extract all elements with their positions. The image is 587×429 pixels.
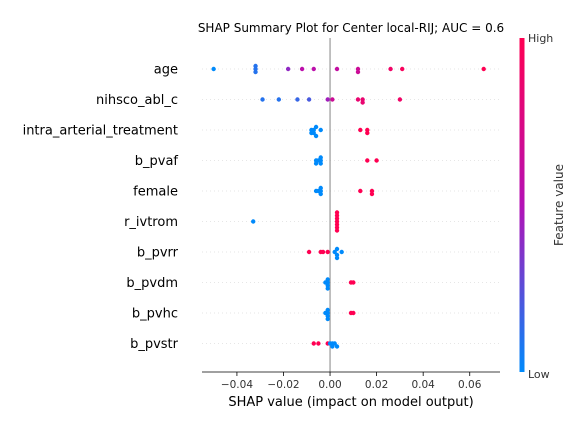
point-nihsco_abl_c-2 xyxy=(295,97,300,102)
point-b_pvdm-3 xyxy=(323,280,328,285)
x-tick-label-1: −0.02 xyxy=(267,379,299,391)
point-nihsco_abl_c-4 xyxy=(325,97,330,102)
point-age-9 xyxy=(355,69,361,75)
point-female-5 xyxy=(358,188,363,194)
feature-label-b_pvaf: b_pvaf xyxy=(135,154,179,169)
point-age-4 xyxy=(285,66,291,72)
point-b_pvstr-1 xyxy=(316,341,321,346)
point-b_pvhc-1 xyxy=(323,310,328,316)
point-b_pvrr-0 xyxy=(306,249,312,255)
x-tick-label-2: 0.00 xyxy=(318,379,341,391)
point-age-12 xyxy=(481,66,486,72)
point-b_pvhc-3 xyxy=(325,307,330,313)
point-intra_arterial_treatment-5 xyxy=(309,130,314,136)
point-nihsco_abl_c-5 xyxy=(330,97,335,102)
point-intra_arterial_treatment-4 xyxy=(318,127,323,133)
colorbar xyxy=(519,38,525,372)
point-nihsco_abl_c-9 xyxy=(397,97,403,102)
point-age-3 xyxy=(253,63,258,69)
point-age-7 xyxy=(334,66,340,72)
point-b_pvstr-7 xyxy=(330,344,335,349)
point-nihsco_abl_c-0 xyxy=(260,97,265,102)
point-age-10 xyxy=(388,66,393,72)
colorbar-low-label: Low xyxy=(528,368,550,381)
point-intra_arterial_treatment-6 xyxy=(313,133,319,139)
x-axis-label: SHAP value (impact on model output) xyxy=(228,395,473,410)
point-intra_arterial_treatment-3 xyxy=(313,124,319,130)
point-b_pvstr-6 xyxy=(334,344,340,349)
point-b_pvstr-0 xyxy=(311,341,316,346)
point-r_ivtrom-7 xyxy=(334,210,340,215)
x-tick-label-4: 0.04 xyxy=(411,379,435,391)
x-tick-label-3: 0.02 xyxy=(365,379,388,391)
point-b_pvrr-6 xyxy=(334,246,340,252)
point-b_pvhc-4 xyxy=(325,316,330,322)
point-age-2 xyxy=(253,69,258,75)
colorbar-high-label: High xyxy=(528,32,553,45)
point-b_pvaf-4 xyxy=(318,161,323,166)
feature-label-b_pvhc: b_pvhc xyxy=(132,307,178,322)
point-intra_arterial_treatment-7 xyxy=(358,127,363,133)
point-b_pvaf-3 xyxy=(313,161,319,166)
scatter-points xyxy=(211,63,486,349)
point-b_pvrr-2 xyxy=(320,249,326,255)
point-nihsco_abl_c-6 xyxy=(355,97,361,102)
point-intra_arterial_treatment-9 xyxy=(365,130,370,136)
feature-gridlines xyxy=(202,68,500,344)
point-female-3 xyxy=(318,191,323,197)
feature-label-b_pvstr: b_pvstr xyxy=(130,337,179,352)
point-female-2 xyxy=(313,188,319,194)
feature-label-age: age xyxy=(154,63,178,78)
feature-label-r_ivtrom: r_ivtrom xyxy=(124,215,178,230)
point-b_pvrr-7 xyxy=(334,255,340,261)
feature-label-b_pvdm: b_pvdm xyxy=(126,276,178,291)
x-ticks: −0.04 −0.02 0.00 0.02 0.04 0.06 xyxy=(221,372,482,391)
point-female-4 xyxy=(318,185,323,191)
point-age-5 xyxy=(299,66,305,72)
point-b_pvrr-8 xyxy=(339,249,344,255)
feature-label-nihsco_abl_c: nihsco_abl_c xyxy=(96,93,178,108)
point-age-6 xyxy=(311,66,316,72)
point-age-0 xyxy=(211,66,216,72)
colorbar-title: Feature value xyxy=(552,164,566,246)
point-age-11 xyxy=(400,66,405,72)
x-tick-label-5: 0.06 xyxy=(458,379,482,391)
x-tick-label-0: −0.04 xyxy=(221,379,253,391)
feature-label-female: female xyxy=(133,185,178,200)
feature-label-intra_arterial_treatment: intra_arterial_treatment xyxy=(23,124,178,139)
point-nihsco_abl_c-8 xyxy=(360,100,365,105)
point-nihsco_abl_c-1 xyxy=(276,97,282,102)
point-b_pvrr-4 xyxy=(332,249,337,255)
point-b_pvaf-6 xyxy=(365,158,370,163)
point-b_pvdm-6 xyxy=(351,280,356,285)
point-b_pvaf-5 xyxy=(318,155,323,160)
point-b_pvhc-6 xyxy=(351,310,356,316)
point-b_pvdm-2 xyxy=(325,277,330,282)
point-r_ivtrom-0 xyxy=(251,219,256,224)
feature-label-b_pvrr: b_pvrr xyxy=(137,246,179,261)
point-nihsco_abl_c-3 xyxy=(306,97,312,102)
chart-title: SHAP Summary Plot for Center local-RIJ; … xyxy=(198,21,504,35)
point-b_pvrr-3 xyxy=(325,249,330,255)
point-b_pvaf-7 xyxy=(374,158,379,163)
point-b_pvdm-4 xyxy=(325,286,330,291)
point-r_ivtrom-6 xyxy=(334,228,340,233)
feature-labels: age nihsco_abl_c intra_arterial_treatmentb… xyxy=(23,63,179,353)
point-b_pvstr-5 xyxy=(332,341,337,346)
point-female-7 xyxy=(369,191,375,197)
